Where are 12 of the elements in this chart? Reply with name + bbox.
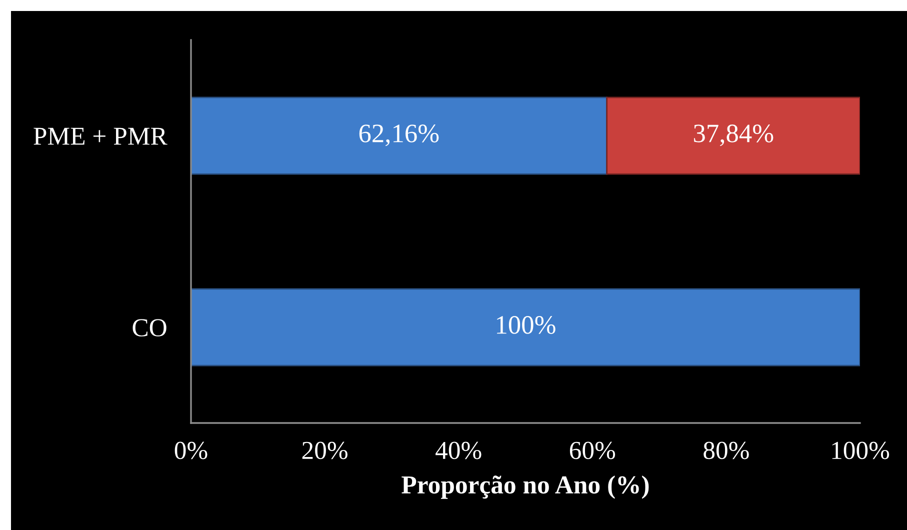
y-tick-label: CO bbox=[132, 319, 166, 336]
y-tick-label: PME + PMR bbox=[34, 128, 168, 145]
x-tick-label: 0% bbox=[174, 442, 208, 460]
x-tick-label: 40% bbox=[436, 442, 482, 460]
data-label: 62,16% bbox=[359, 124, 439, 146]
x-tick-label: 100% bbox=[832, 442, 890, 460]
data-label: 37,84% bbox=[694, 124, 774, 146]
data-label: 100% bbox=[497, 316, 556, 334]
x-tick-label: 80% bbox=[704, 442, 749, 460]
x-axis-title: Proporção no Ano (%) bbox=[402, 475, 649, 499]
x-tick-label: 20% bbox=[302, 442, 348, 460]
x-tick-label: 60% bbox=[570, 442, 616, 460]
